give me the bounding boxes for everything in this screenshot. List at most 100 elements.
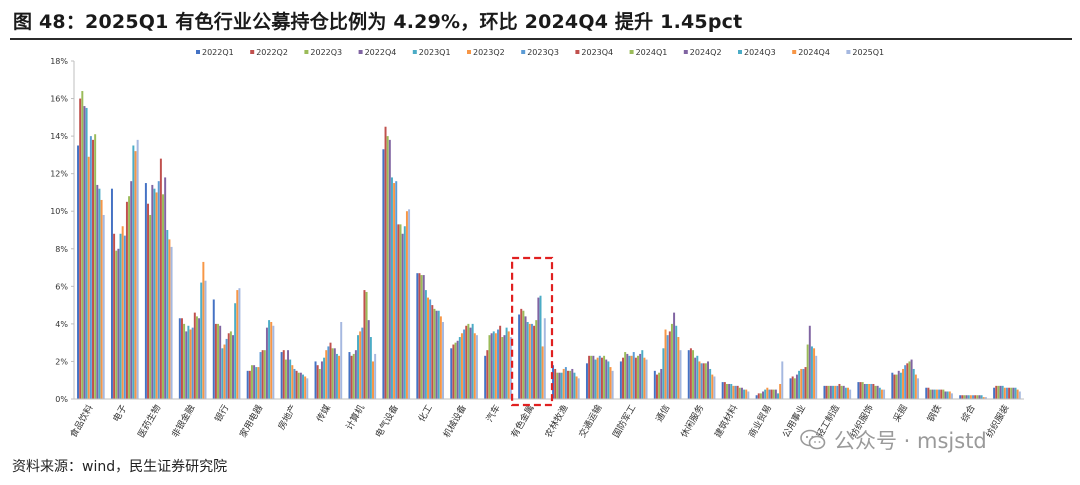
bar — [113, 233, 116, 399]
bar — [183, 323, 186, 399]
bar — [849, 389, 852, 399]
bar — [757, 393, 760, 399]
bar — [605, 359, 608, 399]
bar — [829, 385, 832, 399]
bar — [745, 389, 748, 399]
bar — [374, 353, 377, 399]
chart-title: 图 48：2025Q1 有色行业公募持仓比例为 4.29%，环比 2024Q4 … — [13, 11, 743, 33]
bar — [530, 323, 533, 399]
bar — [263, 350, 266, 399]
bar — [119, 233, 122, 399]
bar — [335, 353, 338, 399]
bar — [503, 335, 506, 399]
bar — [698, 361, 701, 399]
bar — [914, 374, 917, 399]
bar — [861, 382, 864, 399]
bar — [743, 389, 746, 399]
bar — [100, 199, 103, 399]
bar — [318, 368, 321, 399]
bar — [314, 361, 317, 399]
bar — [883, 389, 886, 399]
bar — [422, 275, 425, 399]
bar — [628, 355, 631, 399]
bar — [297, 372, 300, 399]
bar — [98, 188, 101, 399]
bar — [265, 327, 268, 399]
bar — [393, 183, 396, 399]
bar — [802, 368, 805, 399]
bar — [624, 352, 627, 399]
bar — [573, 372, 576, 399]
y-tick-label: 14% — [50, 132, 68, 141]
bar — [768, 389, 771, 399]
bar — [79, 98, 82, 399]
bar — [291, 365, 294, 399]
bar — [948, 391, 951, 399]
bar — [384, 126, 387, 399]
bar — [982, 397, 985, 399]
x-tick-label: 食品饮料 — [67, 403, 95, 440]
bar — [501, 337, 504, 399]
legend-label: 2023Q2 — [473, 48, 505, 57]
bar — [164, 177, 167, 399]
bar — [844, 387, 847, 399]
x-tick-label: 化工 — [415, 403, 434, 425]
chart-area: 2022Q1 2022Q2 2022Q3 2022Q4 2023Q1 2023Q2 2023… — [0, 40, 1080, 452]
x-tick-label: 通信 — [653, 403, 672, 425]
bar — [102, 214, 105, 399]
bar — [338, 355, 341, 399]
bar — [876, 385, 879, 399]
bar — [130, 181, 133, 399]
bar — [261, 350, 264, 399]
bar — [454, 342, 457, 399]
bar — [227, 333, 230, 399]
x-tick-label: 电气设备 — [372, 403, 400, 440]
watermark: 公众号 · msjstd — [800, 425, 987, 455]
bar — [505, 327, 508, 399]
bar — [639, 353, 642, 399]
bar — [232, 335, 234, 399]
bar — [728, 383, 731, 399]
bar — [331, 348, 334, 399]
bar — [178, 318, 181, 399]
bar — [872, 383, 875, 399]
legend-swatch — [358, 50, 363, 54]
bar — [554, 368, 557, 399]
bar — [560, 372, 563, 399]
bar — [734, 385, 737, 399]
bar — [238, 288, 241, 399]
bar — [806, 344, 809, 399]
bar — [388, 139, 391, 399]
wechat-icon — [800, 429, 826, 450]
bar — [938, 389, 941, 399]
bar — [675, 325, 678, 399]
bar — [236, 290, 239, 399]
bar — [738, 387, 741, 399]
bar — [89, 136, 92, 400]
bar — [81, 91, 84, 399]
bar — [405, 211, 408, 399]
legend-swatch — [304, 50, 309, 54]
bar — [467, 323, 470, 399]
bar — [363, 290, 366, 399]
bar — [834, 385, 837, 399]
legend-label: 2022Q4 — [365, 48, 397, 57]
bar — [709, 368, 712, 399]
bar — [136, 139, 139, 399]
bar — [250, 365, 253, 399]
bar — [917, 378, 919, 399]
legend-label: 2024Q2 — [690, 48, 722, 57]
bar-chart: 2022Q1 2022Q2 2022Q3 2022Q4 2023Q1 2023Q2 2023… — [50, 48, 1024, 440]
bar — [598, 355, 601, 399]
bar — [772, 389, 775, 399]
bar — [539, 295, 542, 399]
bar — [223, 344, 226, 399]
bar — [87, 156, 90, 399]
x-tick-label: 有色金属 — [508, 403, 536, 440]
bar — [272, 325, 275, 399]
source-note: 资料来源：wind，民生证券研究院 — [12, 459, 228, 475]
bar — [795, 374, 798, 399]
x-tick-label: 国防军工 — [610, 403, 638, 440]
bar — [619, 361, 622, 399]
bar — [427, 297, 430, 399]
